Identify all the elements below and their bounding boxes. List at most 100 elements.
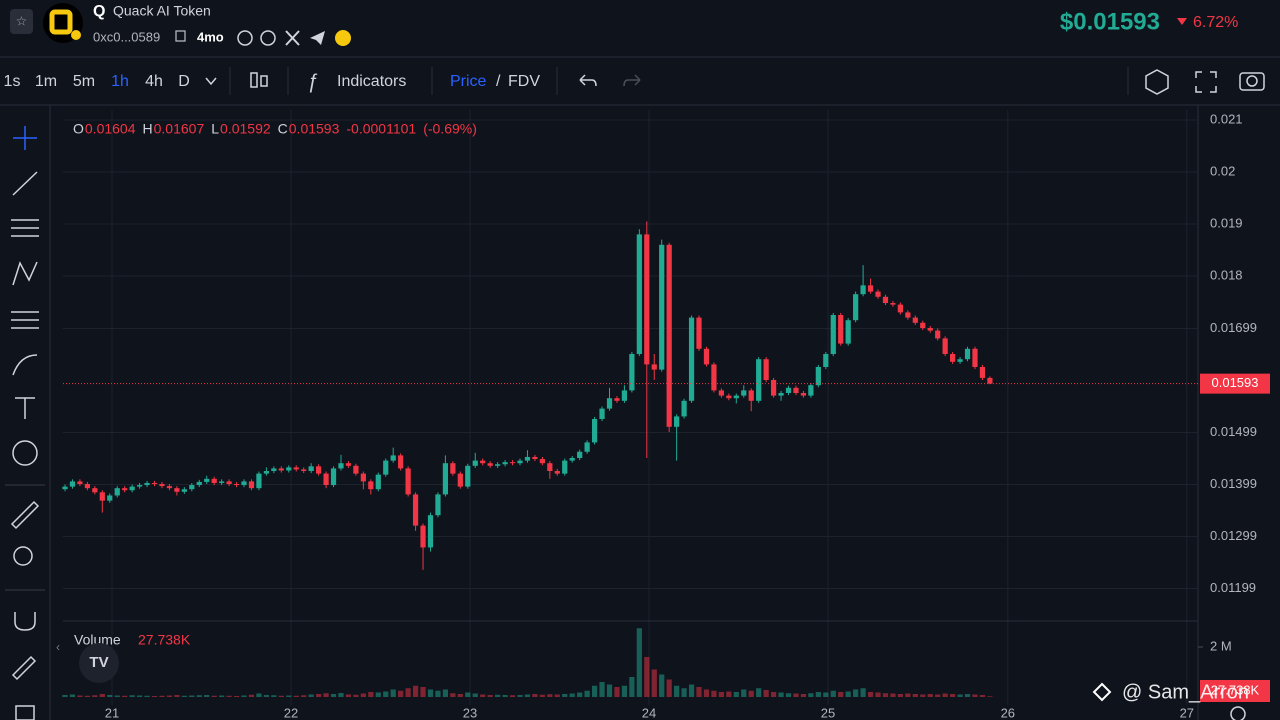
- volume-bar: [808, 693, 814, 697]
- fdv-toggle[interactable]: FDV: [508, 73, 540, 90]
- volume-bar: [107, 695, 113, 697]
- interval-button[interactable]: 5m: [73, 73, 95, 90]
- prediction-tool[interactable]: [11, 311, 39, 329]
- volume-bar: [800, 694, 807, 697]
- volume-bar: [830, 690, 836, 697]
- volume-bar: [457, 694, 463, 697]
- x-icon[interactable]: [285, 30, 300, 46]
- candle-body: [196, 481, 202, 486]
- volume-bar: [159, 695, 165, 697]
- volume-bar: [860, 688, 866, 697]
- candle-body: [659, 244, 665, 370]
- magnet-tool[interactable]: [14, 612, 36, 631]
- candle-body: [472, 460, 478, 466]
- volume-bar: [487, 695, 493, 697]
- candle-body: [942, 338, 948, 355]
- candle-body: [569, 458, 575, 461]
- interval-button[interactable]: 1m: [35, 73, 57, 90]
- volume-bar: [584, 690, 590, 697]
- indicators-button[interactable]: Indicators: [337, 73, 406, 90]
- y-tick-label: 0.019: [1210, 215, 1243, 230]
- volume-bar: [651, 669, 657, 697]
- volume-bar: [263, 695, 270, 697]
- crosshair-tool[interactable]: [13, 126, 37, 150]
- volume-bar: [345, 694, 352, 697]
- candle-body: [591, 419, 598, 443]
- interval-button[interactable]: 4h: [145, 73, 163, 90]
- trendline-tool[interactable]: [12, 171, 38, 196]
- zoom-tool[interactable]: [13, 546, 33, 566]
- watermark-icon: [1092, 682, 1112, 702]
- favorite-button[interactable]: [10, 9, 33, 34]
- emoji-tool[interactable]: [12, 440, 38, 466]
- address[interactable]: 0xc0...0589: [93, 29, 160, 44]
- undo-button[interactable]: [579, 74, 597, 87]
- candle-body: [726, 395, 732, 399]
- interval-dropdown[interactable]: [205, 77, 217, 86]
- redo-button[interactable]: [623, 74, 641, 87]
- candle-body: [338, 463, 344, 469]
- lock-tool[interactable]: [15, 705, 35, 720]
- mention-icon[interactable]: [335, 30, 351, 46]
- ruler-tool[interactable]: [10, 500, 40, 530]
- telegram-icon[interactable]: [310, 31, 325, 45]
- interval-button[interactable]: D: [178, 73, 190, 90]
- interval-button[interactable]: 1h: [111, 73, 129, 90]
- screenshot-button[interactable]: [1239, 72, 1265, 91]
- volume-bar: [591, 685, 598, 697]
- last-price-label: 0.01593: [1212, 375, 1259, 390]
- chart-type-icon[interactable]: [250, 72, 258, 88]
- indicators-icon[interactable]: ƒ: [307, 70, 318, 92]
- header-price: $0.01593: [1060, 8, 1160, 35]
- volume-bar: [703, 689, 710, 697]
- price-toggle[interactable]: Price: [450, 73, 487, 90]
- search-icon[interactable]: [237, 30, 253, 46]
- volume-bar: [196, 695, 202, 697]
- candle-body: [636, 234, 642, 355]
- candle-body: [301, 469, 307, 472]
- volume-bar: [495, 694, 501, 697]
- candle-body: [845, 320, 851, 344]
- candle-body: [696, 317, 702, 349]
- brush-tool[interactable]: [12, 354, 38, 376]
- last-price-badge: [1200, 373, 1270, 394]
- volume-bar: [741, 689, 747, 697]
- volume-bar: [472, 693, 478, 697]
- candle-body: [830, 314, 836, 355]
- collapse-arrow[interactable]: ‹: [56, 640, 60, 654]
- axis-settings[interactable]: [1230, 706, 1246, 720]
- volume-bar: [905, 693, 911, 697]
- candle-body: [368, 481, 374, 490]
- volume-bar: [562, 694, 568, 697]
- text-tool[interactable]: [15, 397, 35, 419]
- fib-tool[interactable]: [11, 219, 39, 237]
- ohlc-value: 0.01607: [154, 121, 205, 137]
- pattern-tool[interactable]: [12, 261, 38, 286]
- volume-bar: [69, 694, 76, 697]
- chart-type-icon[interactable]: [260, 75, 268, 87]
- website-icon[interactable]: [260, 30, 276, 46]
- fullscreen-button[interactable]: [1195, 71, 1217, 93]
- volume-bar: [405, 688, 411, 697]
- volume-bar: [308, 694, 314, 697]
- draw-mode-tool[interactable]: [11, 655, 37, 681]
- volume-bar: [248, 694, 255, 697]
- volume-bar: [972, 694, 978, 697]
- volume-bar: [942, 693, 948, 697]
- interval-button[interactable]: 1s: [4, 73, 21, 90]
- volume-bar: [398, 690, 404, 697]
- y-tick-label: 0.02: [1210, 163, 1235, 178]
- tv-logo[interactable]: [79, 643, 119, 683]
- volume-bar: [92, 695, 98, 697]
- volume-bar: [136, 695, 143, 697]
- volume-bar: [532, 694, 538, 697]
- candle-body: [129, 486, 135, 491]
- volume-bar: [412, 685, 419, 697]
- candle-body: [316, 466, 322, 474]
- settings-button[interactable]: [1145, 69, 1169, 95]
- candle-body: [905, 312, 911, 318]
- candle-body: [99, 492, 105, 501]
- candle-body: [383, 460, 389, 475]
- copy-icon[interactable]: [175, 30, 186, 42]
